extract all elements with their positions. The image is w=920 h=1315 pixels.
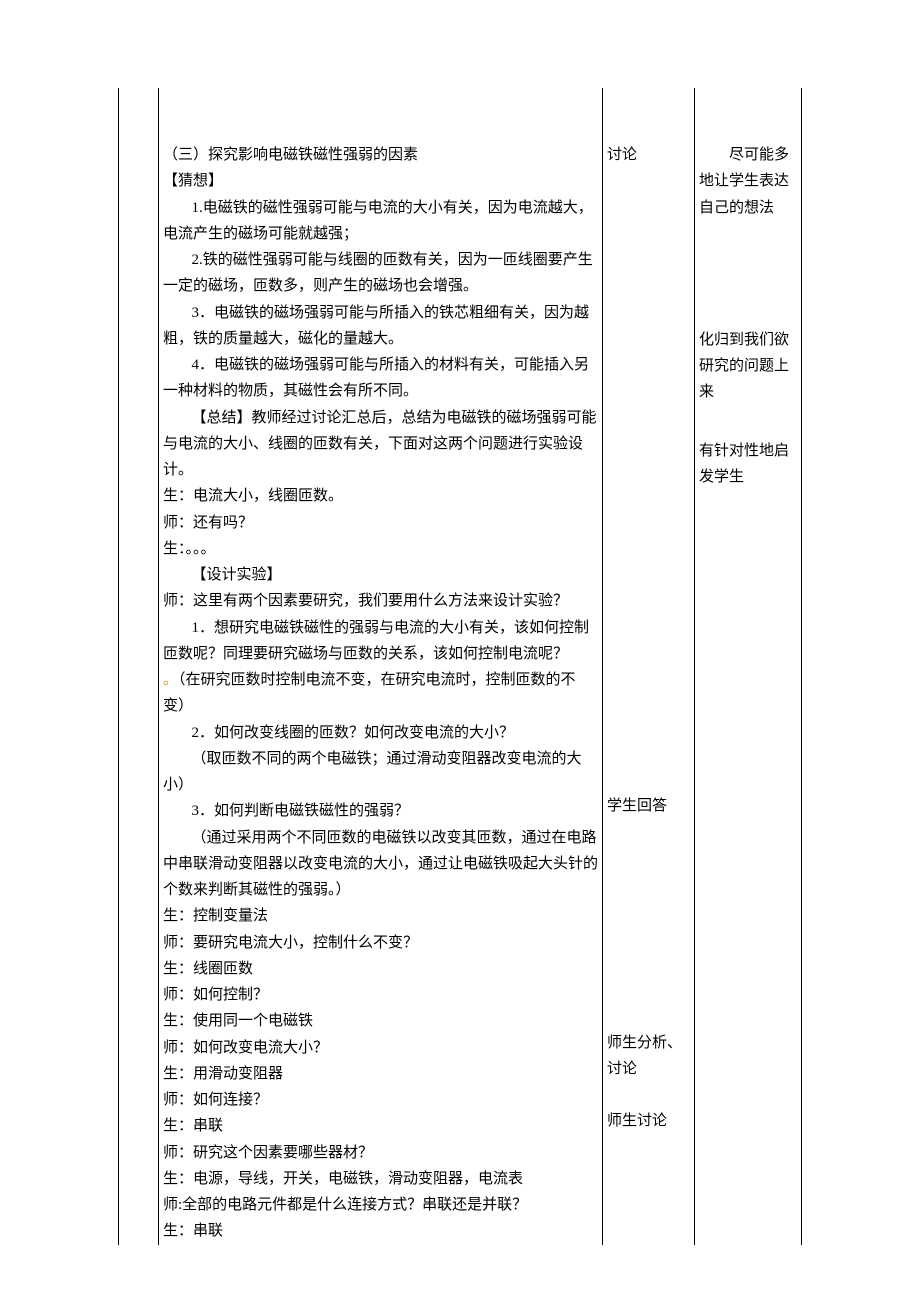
design-label: 【设计实验】 xyxy=(163,562,598,588)
activity-2: 学生回答 xyxy=(607,793,690,819)
design-1: 1．想研究电磁铁磁性的强弱与电流的大小有关，该如何控制匝数呢？同理要研究磁场与匝… xyxy=(163,615,598,668)
note-1: 尽可能多地让学生表达自己的想法 xyxy=(699,142,797,221)
gap xyxy=(699,227,797,327)
note-1-text: 尽可能多地让学生表达自己的想法 xyxy=(699,147,789,216)
column-notes: 尽可能多地让学生表达自己的想法 化归到我们欲研究的问题上来 有针对性地启发学生 xyxy=(694,88,802,1245)
column-1 xyxy=(118,88,158,1245)
dialog-1: 生：控制变量法 xyxy=(163,903,598,929)
design-1-note: 。（在研究匝数时控制电流不变，在研究电流时，控制匝数的不变） xyxy=(163,667,598,720)
dialog-6: 师：如何改变电流大小？ xyxy=(163,1035,598,1061)
guess-3: 3．电磁铁的磁场强弱可能与所插入的铁芯粗细有关，因为越粗，铁的质量越大，磁化的量… xyxy=(163,300,598,353)
top-spacer xyxy=(163,88,598,142)
dialog-11: 生：电源，导线，开关，电磁铁，滑动变阻器，电流表 xyxy=(163,1166,598,1192)
guess-label: 【猜想】 xyxy=(163,168,598,194)
top-spacer xyxy=(699,88,797,142)
guess-2: 2.铁的磁性强弱可能与线圈的匝数有关，因为一匝线圈要产生一定的磁场，匝数多，则产… xyxy=(163,247,598,300)
document-page: （三）探究影响电磁铁磁性强弱的因素 【猜想】 1.电磁铁的磁性强弱可能与电流的大… xyxy=(0,0,920,1315)
design-1-note-text: （在研究匝数时控制电流不变，在研究电流时，控制匝数的不变） xyxy=(163,672,576,714)
design-3-note: （通过采用两个不同匝数的电磁铁以改变其匝数，通过在电路中串联滑动变阻器以改变电流… xyxy=(163,825,598,904)
section-title: （三）探究影响电磁铁磁性强弱的因素 xyxy=(163,142,598,168)
activity-1: 讨论 xyxy=(607,142,690,168)
dialog-9: 生：串联 xyxy=(163,1113,598,1139)
design-3: 3．如何判断电磁铁磁性的强弱？ xyxy=(163,798,598,824)
activity-4: 师生讨论 xyxy=(607,1108,690,1134)
student-answer-1: 生：电流大小，线圈匝数。 xyxy=(163,483,598,509)
column-student-activity: 讨论 学生回答 师生分析、讨论 师生讨论 xyxy=(602,88,694,1245)
top-spacer xyxy=(607,88,690,142)
teacher-q1: 师：还有吗？ xyxy=(163,510,598,536)
note-2: 化归到我们欲研究的问题上来 xyxy=(699,327,797,406)
dialog-3: 生：线圈匝数 xyxy=(163,956,598,982)
design-2-note: （取匝数不同的两个电磁铁；通过滑动变阻器改变电流的大小） xyxy=(163,746,598,799)
column-teacher-content: （三）探究影响电磁铁磁性强弱的因素 【猜想】 1.电磁铁的磁性强弱可能与电流的大… xyxy=(158,88,602,1245)
accent-dot-icon: 。 xyxy=(163,672,178,688)
gap xyxy=(607,168,690,793)
lesson-table: （三）探究影响电磁铁磁性强弱的因素 【猜想】 1.电磁铁的磁性强弱可能与电流的大… xyxy=(118,88,802,1245)
teacher-design-q: 师：这里有两个因素要研究，我们要用什么方法来设计实验？ xyxy=(163,588,598,614)
gap xyxy=(607,820,690,1030)
dialog-4: 师：如何控制？ xyxy=(163,982,598,1008)
dialog-2: 师：要研究电流大小，控制什么不变？ xyxy=(163,930,598,956)
gap xyxy=(699,412,797,438)
summary: 【总结】教师经过讨论汇总后，总结为电磁铁的磁场强弱可能与电流的大小、线圈的匝数有… xyxy=(163,405,598,484)
gap xyxy=(607,1082,690,1108)
guess-4: 4．电磁铁的磁场强弱可能与所插入的材料有关，可能插入另一种材料的物质，其磁性会有… xyxy=(163,352,598,405)
dialog-8: 师：如何连接？ xyxy=(163,1087,598,1113)
design-2: 2．如何改变线圈的匝数？如何改变电流的大小？ xyxy=(163,720,598,746)
dialog-10: 师：研究这个因素要哪些器材？ xyxy=(163,1140,598,1166)
dialog-7: 生：用滑动变阻器 xyxy=(163,1061,598,1087)
dialog-12: 师:全部的电路元件都是什么连接方式？串联还是并联？ xyxy=(163,1192,598,1218)
guess-1: 1.电磁铁的磁性强弱可能与电流的大小有关，因为电流越大，电流产生的磁场可能就越强… xyxy=(163,195,598,248)
activity-3: 师生分析、讨论 xyxy=(607,1030,690,1083)
student-dots: 生：。。。 xyxy=(163,536,598,562)
dialog-13: 生：串联 xyxy=(163,1218,598,1244)
note-3: 有针对性地启发学生 xyxy=(699,438,797,491)
dialog-5: 生：使用同一个电磁铁 xyxy=(163,1008,598,1034)
